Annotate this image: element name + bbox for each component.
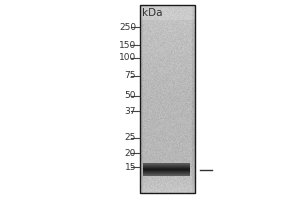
Text: 25: 25	[124, 134, 136, 142]
Text: 100: 100	[119, 53, 136, 62]
Text: 150: 150	[119, 40, 136, 49]
Text: 20: 20	[124, 148, 136, 158]
Text: 15: 15	[124, 162, 136, 171]
Text: 75: 75	[124, 72, 136, 80]
Bar	[140, 5, 195, 193]
Text: 250: 250	[119, 22, 136, 31]
Text: 50: 50	[124, 92, 136, 100]
Text: kDa: kDa	[142, 8, 163, 18]
Text: 37: 37	[124, 106, 136, 116]
